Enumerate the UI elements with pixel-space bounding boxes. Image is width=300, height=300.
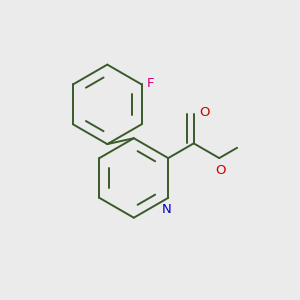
Text: N: N	[162, 203, 172, 216]
Text: O: O	[199, 106, 209, 119]
Text: O: O	[215, 164, 226, 177]
Text: F: F	[147, 76, 154, 89]
